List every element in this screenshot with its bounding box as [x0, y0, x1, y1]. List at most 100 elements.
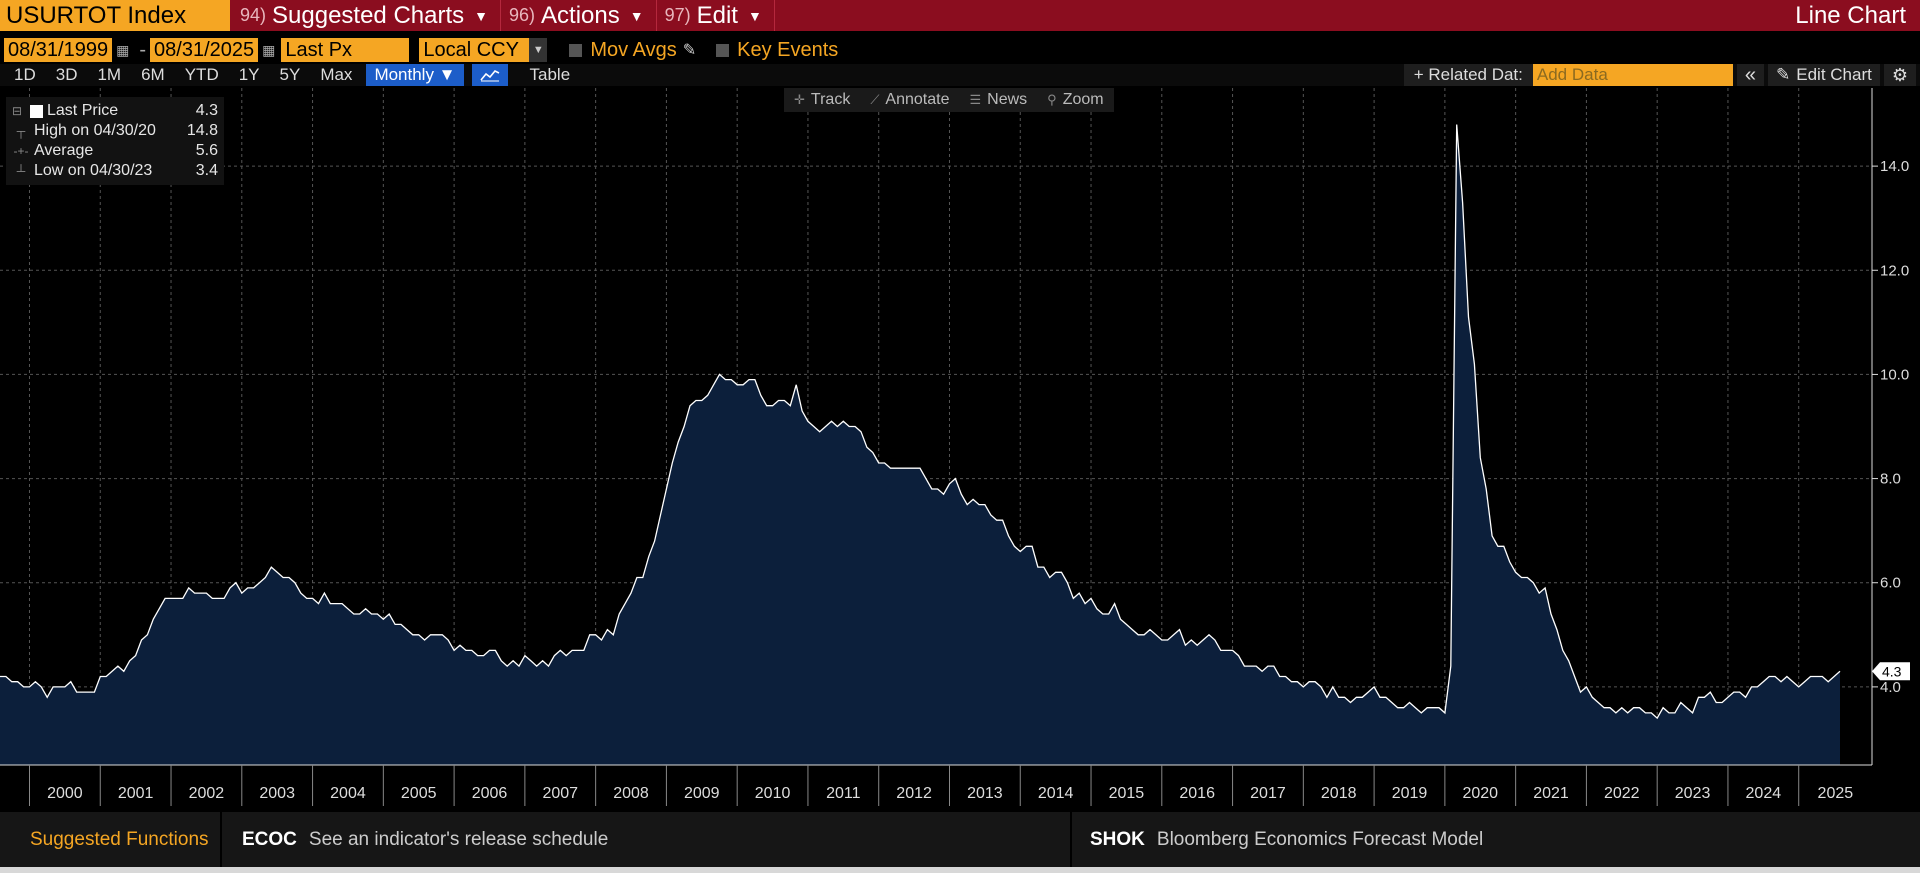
gear-icon[interactable]: ⚙ [1883, 64, 1916, 86]
chart-controls: 08/31/1999 ▦ - 08/31/2025 ▦ Last Px Loca… [0, 37, 1920, 63]
calendar-icon[interactable]: ▦ [262, 41, 276, 58]
x-tick-label: 2015 [1109, 785, 1145, 802]
chart-legend: ⊟ Last Price 4.3 ┬ High on 04/30/20 14.8… [6, 97, 224, 185]
period-6m[interactable]: 6M [141, 65, 165, 84]
chevron-down-icon[interactable]: ▼ [529, 38, 548, 62]
last-value-marker [1872, 662, 1910, 681]
menu-label: Edit [696, 1, 738, 29]
legend-row-low: ┴ Low on 04/30/23 3.4 [12, 161, 218, 181]
x-tick-label: 2009 [684, 785, 720, 802]
actions-menu[interactable]: 96) Actions ▼ [501, 0, 657, 31]
end-date-field[interactable]: 08/31/2025 [150, 38, 259, 62]
period-5y[interactable]: 5Y [279, 65, 301, 84]
menu-label: Actions [541, 1, 620, 29]
period-1y[interactable]: 1Y [238, 65, 260, 84]
function-ecoc[interactable]: ECOC See an indicator's release schedule [222, 812, 1072, 867]
x-tick-label: 2007 [542, 785, 578, 802]
suggested-functions-bar: Suggested Functions ECOC See an indicato… [0, 812, 1920, 867]
title-bar: USURTOT Index 94) Suggested Charts ▼ 96)… [0, 0, 1920, 31]
legend-label: Average [34, 142, 94, 159]
function-code: SHOK [1090, 828, 1145, 850]
calendar-icon[interactable]: ▦ [116, 41, 130, 58]
average-marker-icon: -+- [13, 144, 29, 158]
y-tick-label: 4.0 [1880, 679, 1901, 696]
series-line[interactable] [0, 124, 1841, 720]
legend-label: High on 04/30/20 [34, 122, 156, 139]
legend-value: 4.3 [195, 102, 218, 119]
tool-label: Track [810, 91, 851, 108]
x-tick-label: 2014 [1038, 785, 1074, 802]
x-tick-label: 2004 [330, 785, 366, 802]
table-button[interactable]: Table [529, 65, 571, 84]
news-tool[interactable]: ☰ News [959, 91, 1037, 109]
low-marker-icon: ┴ [16, 164, 26, 178]
start-date-field[interactable]: 08/31/1999 [4, 38, 113, 62]
legend-row-average: -+- Average 5.6 [12, 141, 219, 161]
x-tick-label: 2021 [1533, 785, 1569, 802]
date-separator: - [139, 38, 147, 61]
high-marker-icon: ┬ [16, 124, 26, 138]
annotate-tool[interactable]: ⟋ Annotate [860, 91, 959, 109]
x-tick-label: 2006 [472, 785, 508, 802]
tool-label: Zoom [1062, 91, 1104, 108]
menu-label: Suggested Charts [272, 1, 465, 29]
collapse-icon[interactable]: ⊟ [12, 104, 23, 118]
function-description: Bloomberg Economics Forecast Model [1156, 828, 1484, 850]
news-icon: ☰ [969, 92, 982, 107]
tool-label: News [987, 91, 1028, 108]
menu-number: 96) [509, 5, 536, 25]
last-value-label: 4.3 [1882, 663, 1902, 679]
y-tick-label: 14.0 [1880, 158, 1909, 175]
mov-avgs-label: Mov Avgs [590, 38, 677, 61]
collapse-icon[interactable]: « [1736, 64, 1765, 86]
zoom-tool[interactable]: ⚲ Zoom [1037, 91, 1113, 109]
legend-value: 5.6 [195, 142, 218, 159]
function-shok[interactable]: SHOK Bloomberg Economics Forecast Model [1072, 812, 1920, 867]
track-tool[interactable]: ✛ Track [784, 91, 860, 109]
mov-avgs-checkbox[interactable] [569, 43, 583, 57]
pencil-icon[interactable]: ✎ [682, 42, 697, 59]
x-tick-label: 2012 [896, 785, 932, 802]
legend-label: Last Price [47, 102, 119, 119]
function-code: ECOC [242, 828, 297, 850]
bottom-bar [0, 867, 1920, 873]
edit-menu[interactable]: 97) Edit ▼ [657, 0, 775, 31]
x-tick-label: 2022 [1604, 785, 1640, 802]
x-tick-label: 2000 [47, 785, 83, 802]
ticker-field[interactable]: USURTOT Index [0, 0, 232, 31]
suggested-charts-menu[interactable]: 94) Suggested Charts ▼ [232, 0, 501, 31]
period-max[interactable]: Max [320, 65, 353, 84]
series-swatch [30, 104, 43, 118]
x-tick-label: 2002 [189, 785, 225, 802]
x-tick-label: 2011 [826, 785, 861, 802]
x-tick-label: 2017 [1250, 785, 1286, 802]
x-tick-label: 2024 [1746, 785, 1782, 802]
legend-row-last-price[interactable]: ⊟ Last Price 4.3 [12, 101, 218, 121]
line-chart-icon[interactable] [471, 64, 508, 86]
legend-row-high: ┬ High on 04/30/20 14.8 [12, 121, 218, 141]
y-tick-label: 8.0 [1880, 471, 1901, 488]
chart-type-label: Line Chart [1795, 1, 1906, 29]
price-field-select[interactable]: Last Px [281, 38, 410, 62]
caret-down-icon: ▼ [629, 7, 644, 24]
edit-chart-button[interactable]: ✎ Edit Chart [1768, 64, 1880, 86]
plot-toolbar: ✛ Track ⟋ Annotate ☰ News ⚲ Zoom [784, 88, 1114, 112]
legend-label: Low on 04/30/23 [34, 162, 153, 179]
series-area [0, 124, 1840, 765]
currency-select[interactable]: Local CCY [419, 38, 530, 62]
period-3d[interactable]: 3D [55, 65, 78, 84]
key-events-checkbox[interactable] [716, 43, 730, 57]
x-tick-label: 2008 [613, 785, 649, 802]
period-ytd[interactable]: YTD [184, 65, 219, 84]
unemployment-line-chart[interactable]: 4.0 6.0 8.0 10.0 12.0 14.0 2000 2001 2002 2003 200… [0, 88, 1920, 810]
crosshair-icon: ✛ [794, 92, 805, 107]
period-1m[interactable]: 1M [97, 65, 122, 84]
caret-down-icon: ▼ [474, 7, 488, 24]
period-bar: 1D 3D 1M 6M YTD 1Y 5Y Max Monthly ▼ Tabl… [0, 64, 1920, 86]
add-data-input[interactable]: Add Data [1532, 64, 1733, 86]
caret-down-icon: ▼ [747, 7, 762, 24]
frequency-select[interactable]: Monthly ▼ [366, 64, 464, 86]
period-1d[interactable]: 1D [14, 65, 36, 84]
related-data-button[interactable]: + Related Dat: [1403, 64, 1533, 86]
tool-label: Annotate [885, 91, 950, 108]
